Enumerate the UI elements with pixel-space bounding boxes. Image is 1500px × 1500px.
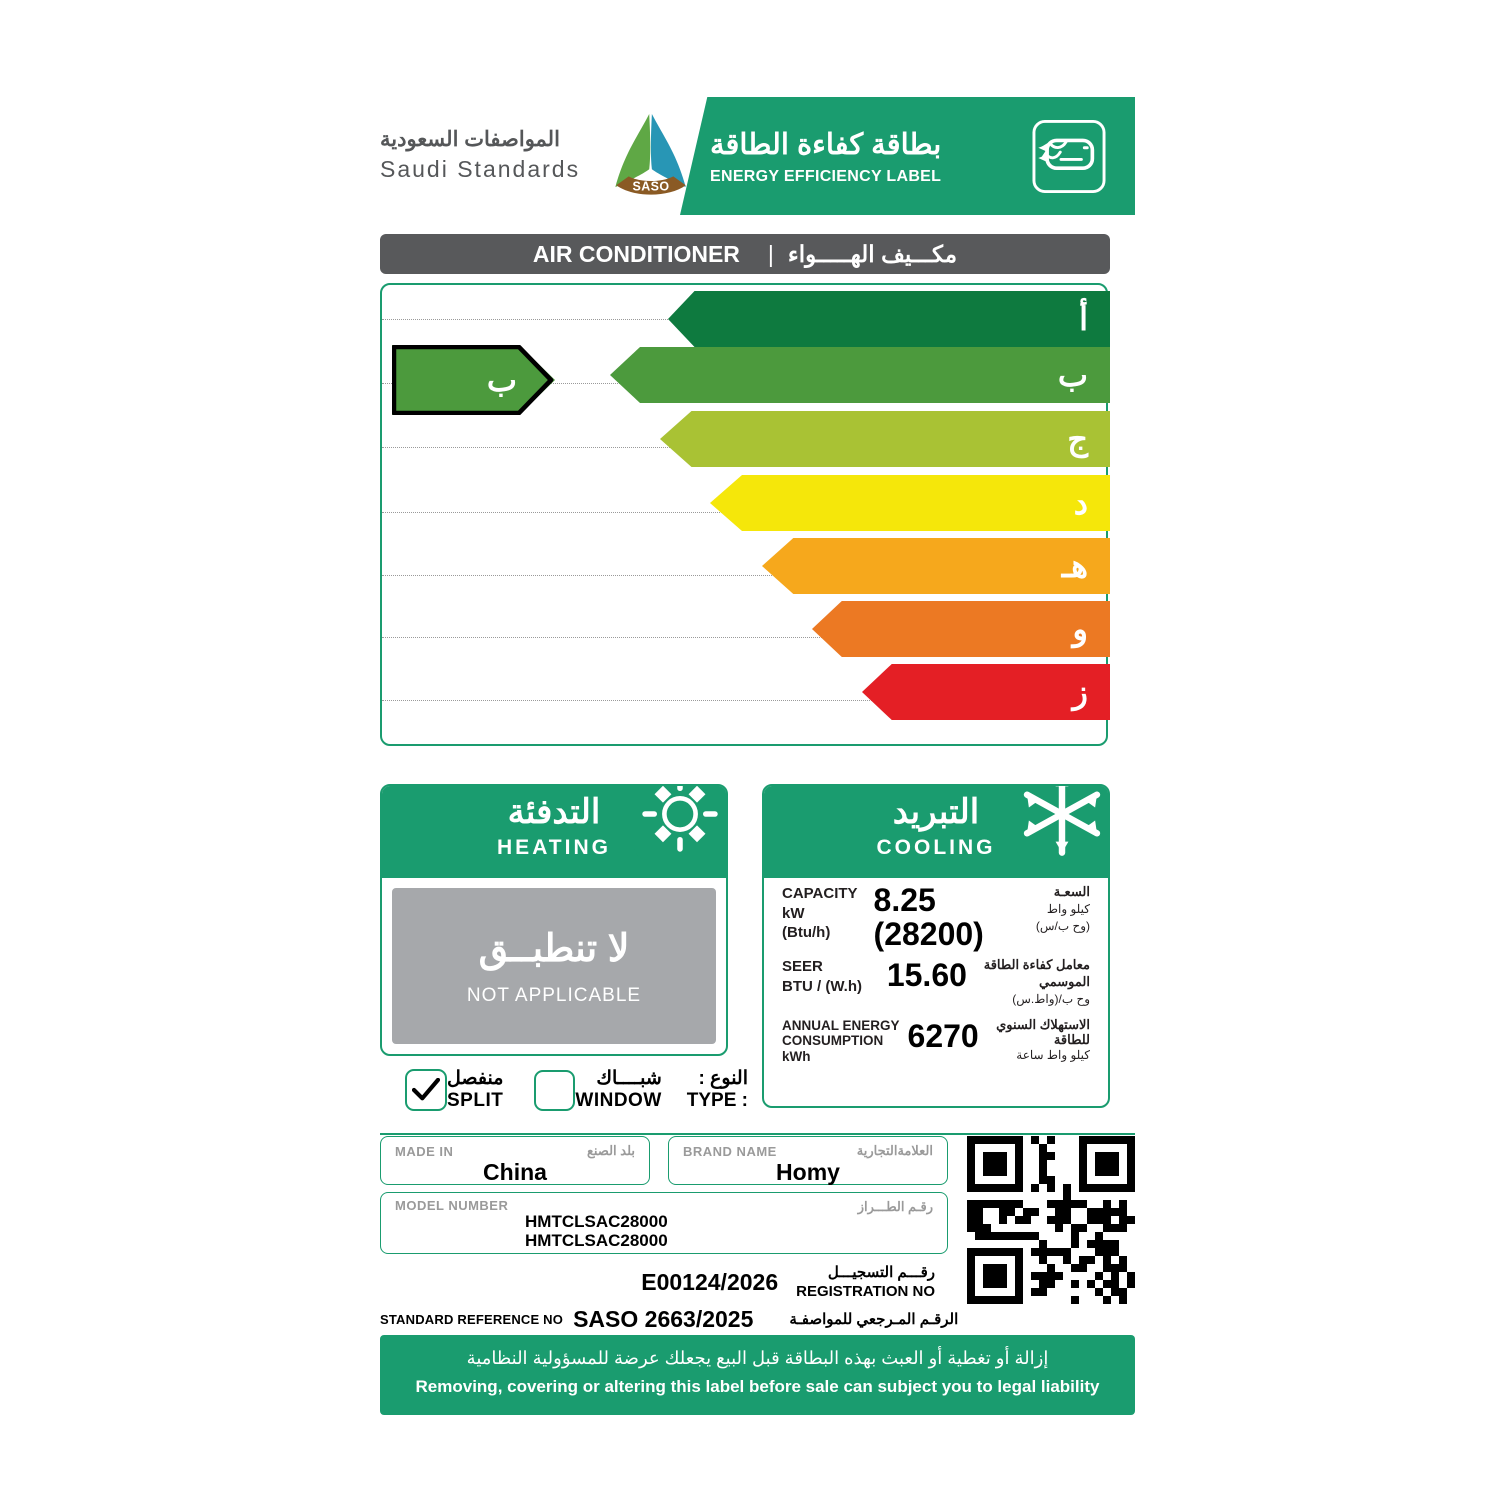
svg-text:SASO: SASO bbox=[632, 180, 669, 194]
